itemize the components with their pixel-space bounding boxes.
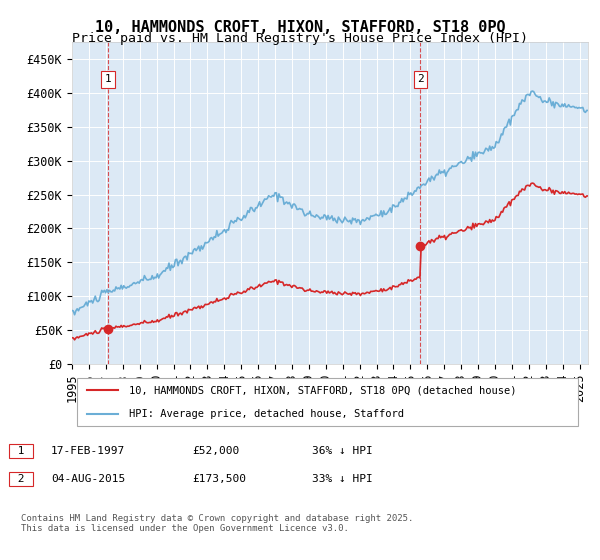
Text: £52,000: £52,000 <box>192 446 239 456</box>
Text: 2: 2 <box>417 74 424 85</box>
Text: 36% ↓ HPI: 36% ↓ HPI <box>312 446 373 456</box>
Text: Price paid vs. HM Land Registry's House Price Index (HPI): Price paid vs. HM Land Registry's House … <box>72 32 528 45</box>
Text: 17-FEB-1997: 17-FEB-1997 <box>51 446 125 456</box>
Text: 04-AUG-2015: 04-AUG-2015 <box>51 474 125 484</box>
Text: £173,500: £173,500 <box>192 474 246 484</box>
Text: HPI: Average price, detached house, Stafford: HPI: Average price, detached house, Staf… <box>129 408 404 418</box>
Text: 1: 1 <box>11 446 31 456</box>
FancyBboxPatch shape <box>77 378 578 426</box>
Text: 33% ↓ HPI: 33% ↓ HPI <box>312 474 373 484</box>
Text: 10, HAMMONDS CROFT, HIXON, STAFFORD, ST18 0PQ (detached house): 10, HAMMONDS CROFT, HIXON, STAFFORD, ST1… <box>129 385 516 395</box>
Text: Contains HM Land Registry data © Crown copyright and database right 2025.
This d: Contains HM Land Registry data © Crown c… <box>21 514 413 533</box>
Text: 10, HAMMONDS CROFT, HIXON, STAFFORD, ST18 0PQ: 10, HAMMONDS CROFT, HIXON, STAFFORD, ST1… <box>95 20 505 35</box>
Text: 1: 1 <box>104 74 111 85</box>
Text: 2: 2 <box>11 474 31 484</box>
